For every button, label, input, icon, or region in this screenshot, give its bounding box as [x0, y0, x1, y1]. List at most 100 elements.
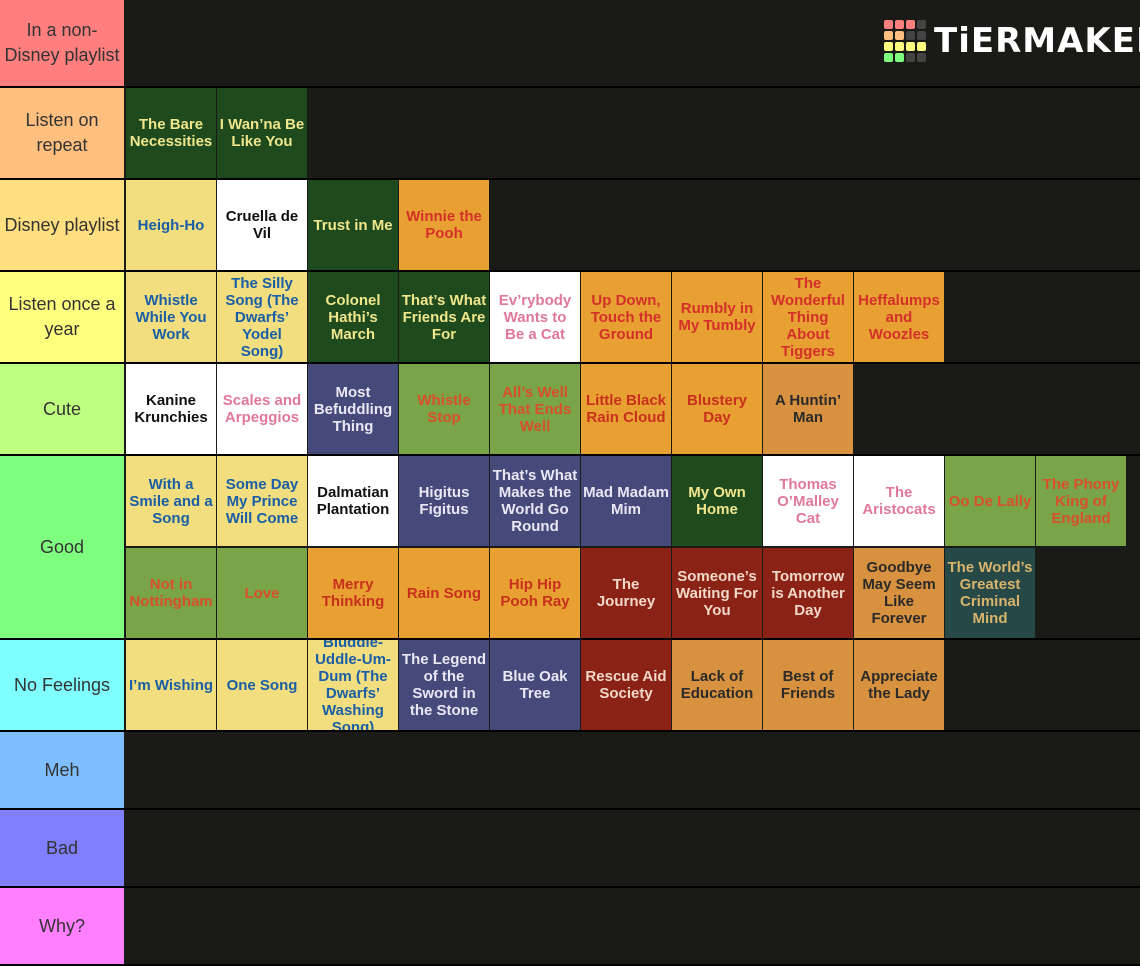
- tier-items: [126, 810, 1140, 886]
- item-label: Ev’rybody Wants to Be a Cat: [498, 291, 572, 343]
- tier-items: [126, 732, 1140, 808]
- item-tile: Thomas O’Malley Cat: [763, 456, 853, 546]
- item-label: The Phony King of England: [1042, 475, 1120, 527]
- tier-row: No Feelings I’m Wishing One Song Bluddle-Ud…: [0, 640, 1140, 732]
- item-tile: Trust in Me: [308, 180, 398, 270]
- item-tile: Kanine Krunchies: [126, 364, 216, 454]
- tier-label: Cute: [0, 364, 124, 454]
- item-label: Colonel Hathi’s March: [325, 291, 381, 343]
- tier-items: Heigh-Ho Cruella de Vil Trust in Me Winnie …: [126, 180, 1140, 270]
- item-tile: The Wonderful Thing About Tiggers: [763, 272, 853, 362]
- item-label: Cruella de Vil: [225, 208, 299, 242]
- logo-text: TiERMAKER: [934, 21, 1140, 61]
- item-label: With a Smile and a Song: [129, 475, 213, 527]
- item-tile: I Wan’na Be Like You: [217, 88, 307, 178]
- item-tile: My Own Home: [672, 456, 762, 546]
- item-label: Mad Madam Mim: [583, 484, 669, 518]
- item-label: Little Black Rain Cloud: [585, 392, 667, 426]
- item-tile: Some Day My Prince Will Come: [217, 456, 307, 546]
- tier-items: [126, 888, 1140, 964]
- item-tile: Heigh-Ho: [126, 180, 216, 270]
- logo-icon: [884, 20, 926, 62]
- item-label: Love: [244, 584, 280, 602]
- item-tile: Someone’s Waiting For You: [672, 548, 762, 638]
- item-label: Trust in Me: [313, 216, 393, 234]
- item-tile: That’s What Friends Are For: [399, 272, 489, 362]
- item-label: Whistle While You Work: [135, 291, 207, 343]
- tier-items: With a Smile and a Song Some Day My Princ…: [126, 456, 1140, 638]
- tier-label: Listen on repeat: [0, 88, 124, 178]
- tier-row: Why?: [0, 888, 1140, 966]
- item-tile: Merry Thinking: [308, 548, 398, 638]
- item-label: Someone’s Waiting For You: [676, 567, 758, 619]
- item-tile: Heffalumps and Woozles: [854, 272, 944, 362]
- item-tile: I’m Wishing: [126, 640, 216, 730]
- item-label: I Wan’na Be Like You: [219, 116, 305, 150]
- item-label: The Journey: [596, 576, 656, 610]
- item-label: Up Down, Touch the Ground: [590, 291, 662, 343]
- item-label: Blue Oak Tree: [502, 668, 568, 702]
- item-label: Hip Hip Pooh Ray: [500, 576, 570, 610]
- tier-label: Meh: [0, 732, 124, 808]
- item-tile: The Phony King of England: [1036, 456, 1126, 546]
- item-label: Bluddle-Uddle-Um-Dum (The Dwarfs’ Washin…: [315, 640, 391, 730]
- item-label: The Bare Necessities: [129, 116, 213, 150]
- item-label: Appreciate the Lady: [860, 668, 938, 702]
- item-tile: Rain Song: [399, 548, 489, 638]
- tier-label: No Feelings: [0, 640, 124, 730]
- tier-row: Meh: [0, 732, 1140, 810]
- item-label: The Wonderful Thing About Tiggers: [771, 274, 845, 360]
- item-label: Goodbye May Seem Like Forever: [862, 559, 936, 627]
- item-label: Not in Nottingham: [129, 576, 213, 610]
- item-label: That’s What Makes the World Go Round: [492, 467, 578, 535]
- tier-items: Whistle While You Work The Silly Song (Th…: [126, 272, 1140, 362]
- item-label: The Legend of the Sword in the Stone: [401, 651, 487, 719]
- item-tile: One Song: [217, 640, 307, 730]
- tier-row: Good With a Smile and a Song Some Day My P…: [0, 456, 1140, 640]
- item-label: Thomas O’Malley Cat: [777, 475, 839, 527]
- item-tile: That’s What Makes the World Go Round: [490, 456, 580, 546]
- item-tile: Blue Oak Tree: [490, 640, 580, 730]
- item-label: Tomorrow is Another Day: [771, 567, 845, 619]
- item-tile: Appreciate the Lady: [854, 640, 944, 730]
- item-tile: Whistle While You Work: [126, 272, 216, 362]
- tier-items: Kanine Krunchies Scales and Arpeggios Most…: [126, 364, 1140, 454]
- item-tile: Little Black Rain Cloud: [581, 364, 671, 454]
- item-tile: Goodbye May Seem Like Forever: [854, 548, 944, 638]
- tier-items: I’m Wishing One Song Bluddle-Uddle-Um-Dum …: [126, 640, 1140, 730]
- tier-row: Cute Kanine Krunchies Scales and Arpeggios…: [0, 364, 1140, 456]
- item-label: Heffalumps and Woozles: [858, 291, 940, 343]
- item-label: Rain Song: [406, 584, 482, 602]
- tier-label: Disney playlist: [0, 180, 124, 270]
- item-label: Kanine Krunchies: [134, 392, 208, 426]
- logo: TiERMAKER: [884, 20, 1140, 62]
- item-tile: Best of Friends: [763, 640, 853, 730]
- tier-label: Bad: [0, 810, 124, 886]
- item-label: Lack of Education: [680, 668, 754, 702]
- tier-row: Bad: [0, 810, 1140, 888]
- item-tile: Whistle Stop: [399, 364, 489, 454]
- item-tile: Cruella de Vil: [217, 180, 307, 270]
- item-tile: Bluddle-Uddle-Um-Dum (The Dwarfs’ Washin…: [308, 640, 398, 730]
- item-label: Best of Friends: [780, 668, 836, 702]
- item-tile: The Legend of the Sword in the Stone: [399, 640, 489, 730]
- item-label: The Aristocats: [862, 484, 936, 518]
- item-tile: Not in Nottingham: [126, 548, 216, 638]
- item-tile: Ev’rybody Wants to Be a Cat: [490, 272, 580, 362]
- item-label: Higitus Figitus: [418, 484, 470, 518]
- item-label: Winnie the Pooh: [406, 208, 482, 242]
- item-tile: All’s Well That Ends Well: [490, 364, 580, 454]
- item-tile: The Silly Song (The Dwarfs’ Yodel Song): [217, 272, 307, 362]
- item-tile: Oo De Lally: [945, 456, 1035, 546]
- tier-row: In a non-Disney playlist: [0, 0, 1140, 88]
- item-tile: Colonel Hathi’s March: [308, 272, 398, 362]
- item-label: All’s Well That Ends Well: [498, 383, 572, 435]
- item-label: Most Befuddling Thing: [313, 383, 393, 435]
- item-tile: Dalmatian Plantation: [308, 456, 398, 546]
- item-label: My Own Home: [688, 484, 746, 518]
- item-label: Some Day My Prince Will Come: [225, 475, 299, 527]
- item-tile: Lack of Education: [672, 640, 762, 730]
- item-label: Scales and Arpeggios: [222, 392, 302, 426]
